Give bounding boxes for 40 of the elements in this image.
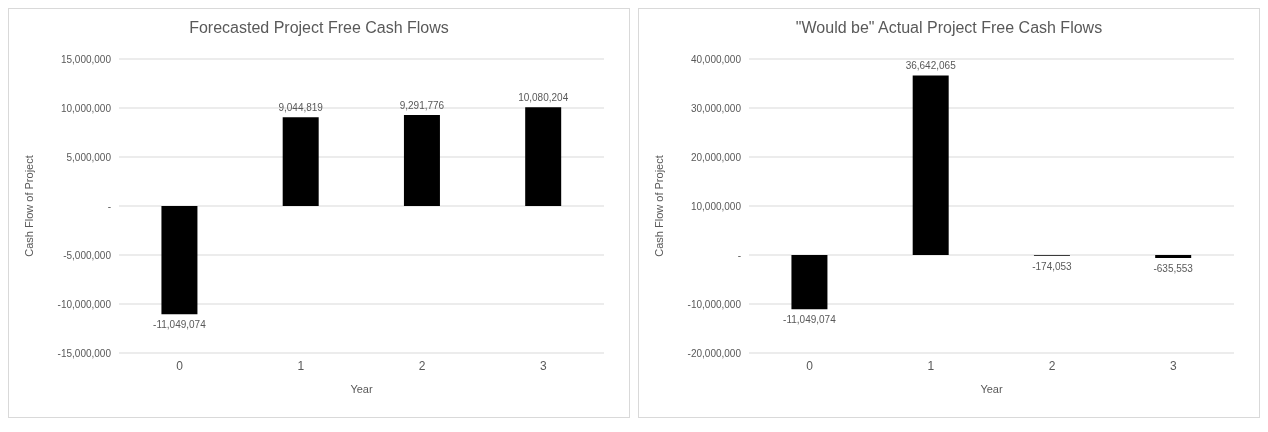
y-tick-label: 5,000,000 — [66, 151, 112, 163]
data-label: -11,049,074 — [153, 319, 207, 331]
bar — [525, 107, 562, 206]
data-label: 9,044,819 — [278, 102, 324, 114]
y-tick-label: - — [737, 249, 741, 261]
data-label: 10,080,204 — [518, 92, 569, 104]
y-tick-label: -10,000,000 — [57, 298, 112, 310]
data-label: -635,553 — [1153, 263, 1194, 275]
y-tick-label: 30,000,000 — [690, 102, 742, 114]
x-tick-label: 3 — [1170, 358, 1178, 373]
x-tick-label: 1 — [297, 358, 305, 373]
y-axis-title: Cash Flow of Project — [652, 155, 665, 257]
x-tick-label: 0 — [176, 358, 184, 373]
y-tick-label: -10,000,000 — [687, 298, 742, 310]
y-tick-label: 20,000,000 — [690, 151, 742, 163]
bar — [403, 114, 440, 206]
y-tick-label: -20,000,000 — [687, 347, 742, 359]
y-tick-label: 15,000,000 — [60, 53, 112, 65]
x-tick-label: 1 — [927, 358, 935, 373]
chart-title: Forecasted Project Free Cash Flows — [188, 19, 450, 37]
y-tick-label: -15,000,000 — [57, 347, 112, 359]
x-tick-label: 3 — [540, 358, 548, 373]
y-tick-label: -5,000,000 — [63, 249, 112, 261]
bar — [161, 206, 198, 315]
y-tick-label: 10,000,000 — [60, 102, 112, 114]
data-label: 36,642,065 — [905, 60, 957, 72]
x-tick-label: 2 — [418, 358, 426, 373]
data-label: -11,049,074 — [783, 314, 837, 326]
y-tick-label: 10,000,000 — [690, 200, 742, 212]
x-axis-title: Year — [350, 383, 373, 395]
data-label: 9,291,776 — [399, 99, 445, 111]
x-tick-label: 0 — [806, 358, 814, 373]
y-axis-title: Cash Flow of Project — [22, 155, 35, 257]
chart-title: "Would be" Actual Project Free Cash Flows — [794, 19, 1104, 37]
x-axis-title: Year — [980, 383, 1003, 395]
x-tick-label: 2 — [1048, 358, 1056, 373]
data-label: -174,053 — [1032, 260, 1073, 272]
bar — [282, 117, 319, 206]
y-tick-label: - — [107, 200, 111, 212]
y-tick-label: 40,000,000 — [690, 53, 742, 65]
